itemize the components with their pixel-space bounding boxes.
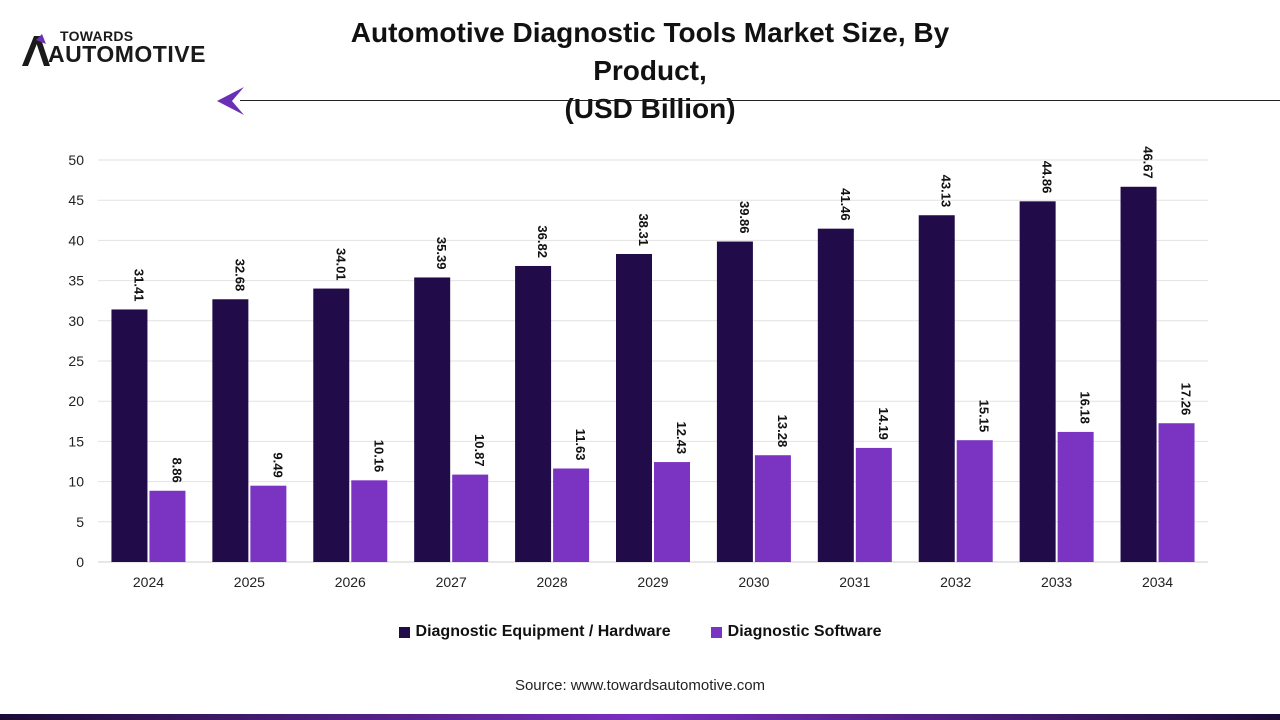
y-tick-label: 25 [68,353,84,369]
bar-software [553,468,590,562]
bar-value-label: 35.39 [434,237,449,270]
bar-hardware [817,228,854,562]
y-tick-label: 40 [68,232,84,248]
bar-value-label: 38.31 [636,213,651,246]
legend-label-software: Diagnostic Software [727,623,882,640]
chart-title: Automotive Diagnostic Tools Market Size,… [300,14,1000,128]
bar-hardware [716,241,753,562]
bar-software [1158,423,1195,562]
bar-value-label: 9.49 [270,452,285,477]
bar-value-label: 12.43 [674,422,689,455]
y-tick-label: 20 [68,393,84,409]
legend-item-hardware: Diagnostic Equipment / Hardware [398,623,671,641]
bar-hardware [313,288,350,562]
bar-hardware [1120,186,1157,562]
bar-value-label: 13.28 [775,415,790,448]
bar-hardware [111,309,148,562]
x-tick-label: 2026 [335,574,366,590]
bar-software [1057,431,1094,562]
title-line-2: (USD Billion) [564,93,736,124]
x-axis-ticks: 2024 2025 2026 2027 2028 2029 2030 2031 2032 2033… [133,574,1173,590]
legend-item-software: Diagnostic Software [710,623,882,641]
x-tick-label: 2027 [436,574,467,590]
y-axis-ticks: 0 5 10 15 20 25 30 35 40 45 50 [68,152,84,570]
bar-value-label: 31.41 [131,269,146,302]
bar-software [754,455,791,562]
bar-value-label: 46.67 [1141,146,1156,179]
bar-value-label: 8.86 [169,457,184,482]
x-tick-label: 2031 [839,574,870,590]
bar-value-label: 34.01 [333,248,348,281]
bar-hardware [918,215,955,562]
y-tick-label: 45 [68,192,84,208]
bar-value-label: 17.26 [1179,383,1194,416]
bottom-accent-bar [0,714,1280,720]
y-tick-label: 10 [68,474,84,490]
y-tick-label: 5 [76,514,84,530]
bar-value-label: 43.13 [939,175,954,208]
bar-software [956,440,993,562]
chart-legend: Diagnostic Equipment / Hardware Diagnost… [0,623,1280,641]
bar-value-label: 11.63 [573,429,588,461]
bar-value-label: 32.68 [232,259,247,292]
bar-software [855,447,892,562]
bar-software [250,485,287,562]
bars [111,186,1195,562]
x-tick-label: 2033 [1041,574,1072,590]
y-tick-label: 15 [68,433,84,449]
x-tick-label: 2028 [537,574,568,590]
bar-value-label: 36.82 [535,225,550,258]
logo-text-top: TOWARDS [60,28,134,44]
y-tick-label: 30 [68,313,84,329]
bar-software [654,462,690,562]
y-tick-label: 50 [68,152,84,168]
logo-text-bottom: AUTOMOTIVE [48,41,206,67]
legend-swatch-software [710,626,722,638]
source-note: Source: www.towardsautomotive.com [514,677,766,694]
bar-hardware [212,299,249,562]
bar-hardware [515,265,552,562]
bar-value-label: 10.16 [371,440,386,473]
x-tick-label: 2034 [1142,574,1173,590]
y-tick-label: 35 [68,273,84,289]
x-tick-label: 2025 [234,574,265,590]
bar-software [149,490,186,562]
arrow-left-icon [217,87,244,115]
title-divider [240,100,1280,101]
x-tick-label: 2030 [738,574,769,590]
legend-swatch-hardware [398,626,410,638]
bar-hardware [616,253,652,562]
bar-value-label: 15.15 [977,400,992,433]
bar-value-label: 14.19 [876,407,891,440]
legend-label-hardware: Diagnostic Equipment / Hardware [415,623,671,640]
bar-value-label: 44.86 [1040,161,1055,194]
value-labels: 31.41 8.86 32.68 9.49 34.01 10.16 35.39 10.87 36… [131,146,1193,483]
bar-value-label: 39.86 [737,201,752,234]
x-tick-label: 2024 [133,574,164,590]
brand-logo: TOWARDS AUTOMOTIVE [20,28,230,72]
bar-software [452,474,489,562]
bar-software [351,480,388,562]
bar-value-label: 41.46 [838,188,853,221]
bar-value-label: 16.18 [1078,391,1093,424]
title-line-1: Automotive Diagnostic Tools Market Size,… [350,17,950,86]
x-tick-label: 2032 [940,574,971,590]
bar-value-label: 10.87 [472,434,487,467]
y-tick-label: 0 [76,554,84,570]
x-tick-label: 2029 [637,574,668,590]
bar-hardware [414,277,451,562]
bar-hardware [1019,201,1056,562]
logo-mark-icon [22,34,50,66]
